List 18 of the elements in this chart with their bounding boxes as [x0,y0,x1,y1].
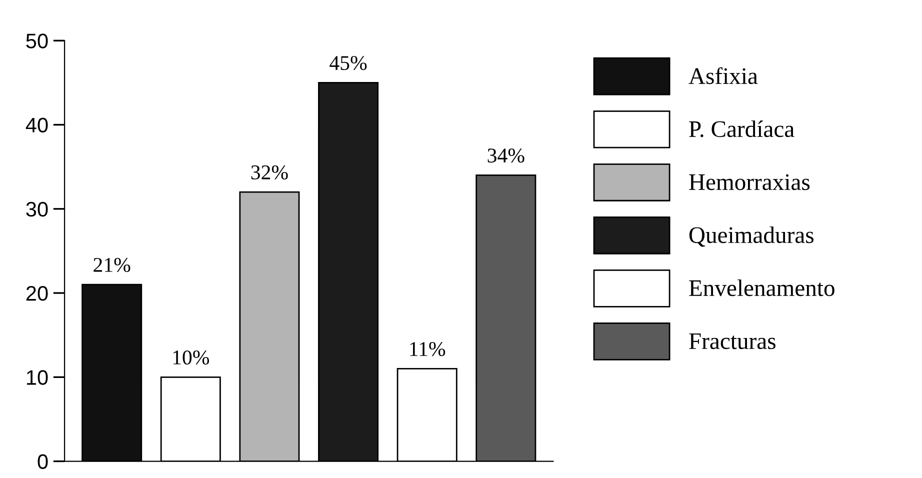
y-tick-label: 40 [26,118,48,133]
data-label: 45% [330,56,367,70]
legend-label: Asfixia [688,67,758,84]
y-tick-label: 10 [26,370,48,385]
legend-label: Queimaduras [689,226,814,247]
legend-label: Envelenamento [689,280,834,296]
data-label: 34% [488,148,524,163]
y-tick-label: 20 [26,286,48,301]
y-tick-label: 30 [26,202,48,217]
data-label: 11% [410,342,446,356]
y-tick-label: 50 [26,34,48,48]
data-label: 10% [173,350,210,365]
legend-label: P. Cardíaca [689,120,794,138]
data-label: 32% [251,165,288,180]
y-tick-label: 0 [38,454,48,470]
legend-label: Fracturas [689,333,776,350]
legend-label: Hemorraxias [689,174,810,190]
data-label: 21% [94,258,130,272]
